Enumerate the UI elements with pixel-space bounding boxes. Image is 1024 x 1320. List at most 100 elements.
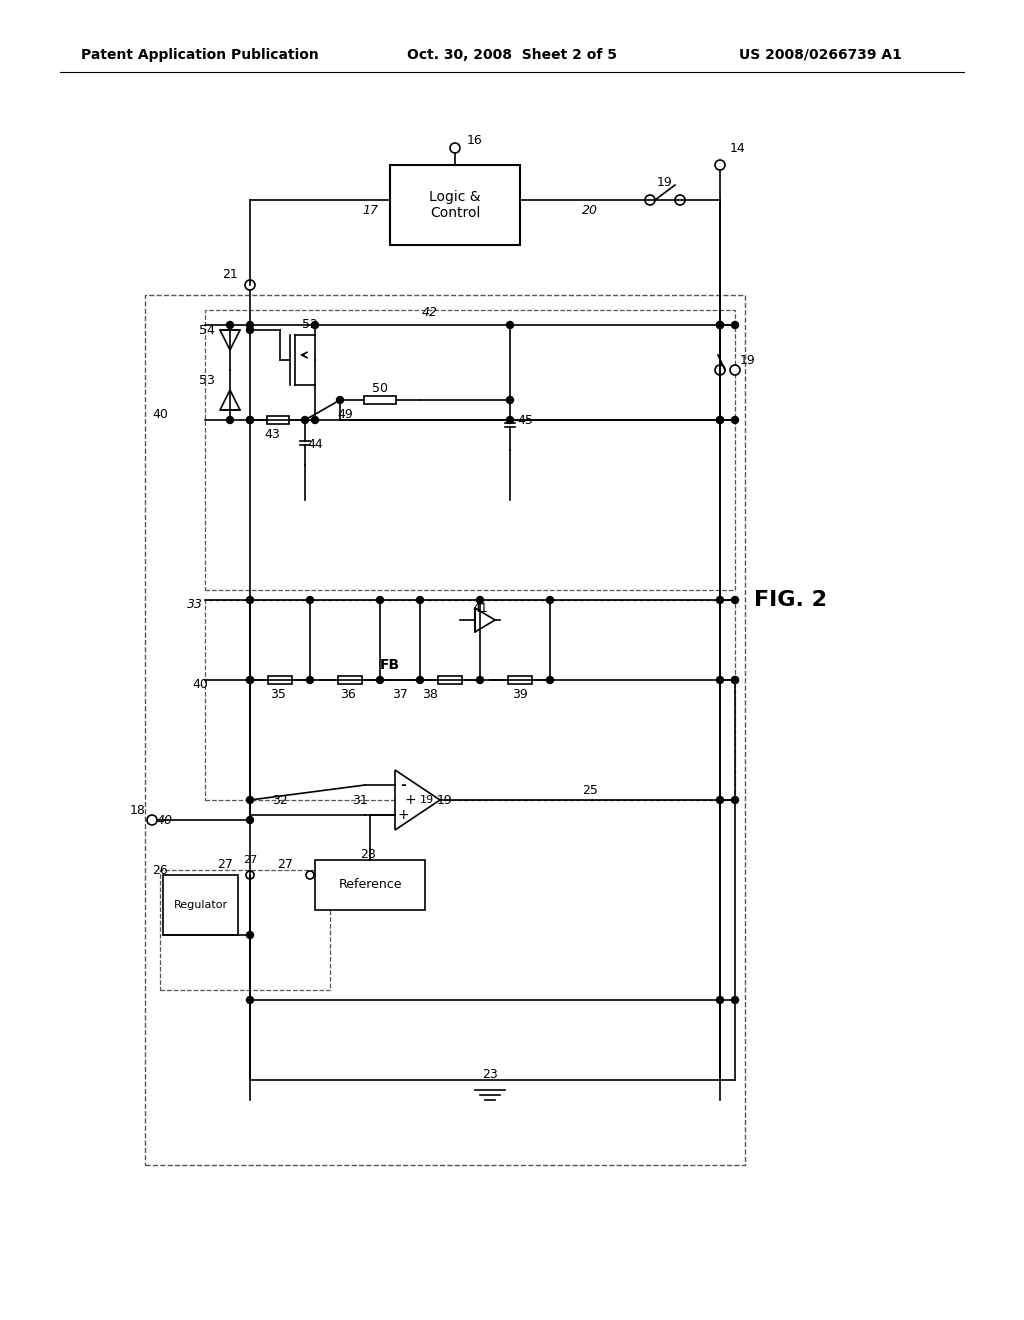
Circle shape bbox=[306, 597, 313, 603]
Text: 33: 33 bbox=[187, 598, 203, 611]
Polygon shape bbox=[220, 389, 240, 411]
Circle shape bbox=[731, 322, 738, 329]
Circle shape bbox=[247, 817, 254, 824]
Text: US 2008/0266739 A1: US 2008/0266739 A1 bbox=[738, 48, 901, 62]
Circle shape bbox=[715, 366, 725, 375]
Text: Patent Application Publication: Patent Application Publication bbox=[81, 48, 318, 62]
Bar bbox=[390, 165, 520, 246]
Circle shape bbox=[245, 280, 255, 290]
Circle shape bbox=[247, 932, 254, 939]
Circle shape bbox=[507, 396, 513, 404]
Circle shape bbox=[377, 597, 384, 603]
Text: 40: 40 bbox=[157, 813, 173, 826]
Text: 35: 35 bbox=[270, 688, 286, 701]
Text: 16: 16 bbox=[467, 133, 483, 147]
Circle shape bbox=[731, 417, 738, 424]
Circle shape bbox=[247, 417, 254, 424]
Circle shape bbox=[247, 796, 254, 804]
Circle shape bbox=[717, 417, 724, 424]
Text: 38: 38 bbox=[422, 688, 438, 701]
Text: 42: 42 bbox=[422, 305, 438, 318]
Circle shape bbox=[247, 326, 254, 334]
Text: 19: 19 bbox=[437, 793, 453, 807]
Circle shape bbox=[717, 322, 724, 329]
Text: 20: 20 bbox=[582, 203, 598, 216]
Text: 27: 27 bbox=[243, 855, 257, 865]
Circle shape bbox=[306, 676, 313, 684]
Text: 44: 44 bbox=[307, 438, 323, 451]
Bar bbox=[205, 601, 735, 800]
Text: 41: 41 bbox=[472, 602, 487, 615]
Text: 43: 43 bbox=[264, 429, 280, 441]
Text: 31: 31 bbox=[352, 793, 368, 807]
Text: +: + bbox=[397, 808, 409, 822]
Circle shape bbox=[147, 814, 157, 825]
Bar bbox=[268, 676, 292, 684]
Circle shape bbox=[246, 871, 254, 879]
Circle shape bbox=[311, 322, 318, 329]
Circle shape bbox=[731, 676, 738, 684]
Text: 40: 40 bbox=[193, 678, 208, 692]
Circle shape bbox=[247, 597, 254, 603]
Text: 54: 54 bbox=[199, 323, 215, 337]
Circle shape bbox=[717, 997, 724, 1003]
Text: 27: 27 bbox=[217, 858, 232, 871]
Circle shape bbox=[730, 366, 740, 375]
Text: 19: 19 bbox=[420, 795, 434, 805]
Circle shape bbox=[731, 597, 738, 603]
Text: Reference: Reference bbox=[338, 879, 401, 891]
Bar bbox=[364, 396, 396, 404]
Bar bbox=[145, 294, 745, 1166]
Circle shape bbox=[247, 676, 254, 684]
Text: 26: 26 bbox=[153, 863, 168, 876]
Polygon shape bbox=[220, 330, 240, 350]
Polygon shape bbox=[395, 770, 440, 830]
Circle shape bbox=[717, 322, 724, 329]
Circle shape bbox=[306, 871, 314, 879]
Circle shape bbox=[247, 676, 254, 684]
Text: 39: 39 bbox=[512, 688, 528, 701]
Bar bbox=[338, 676, 362, 684]
Text: 49: 49 bbox=[337, 408, 353, 421]
Circle shape bbox=[675, 195, 685, 205]
Text: 37: 37 bbox=[392, 688, 408, 701]
Text: 53: 53 bbox=[199, 374, 215, 387]
Circle shape bbox=[337, 396, 343, 404]
Circle shape bbox=[417, 676, 424, 684]
Text: -: - bbox=[400, 777, 406, 792]
Text: 28: 28 bbox=[360, 849, 376, 862]
Text: 25: 25 bbox=[582, 784, 598, 796]
Circle shape bbox=[247, 997, 254, 1003]
Text: 19: 19 bbox=[657, 177, 673, 190]
Text: Logic &
Control: Logic & Control bbox=[429, 190, 480, 220]
Text: 18: 18 bbox=[130, 804, 146, 817]
Text: Regulator: Regulator bbox=[173, 900, 227, 909]
Circle shape bbox=[247, 322, 254, 329]
Text: 14: 14 bbox=[730, 141, 745, 154]
Circle shape bbox=[450, 143, 460, 153]
Circle shape bbox=[417, 597, 424, 603]
Circle shape bbox=[301, 417, 308, 424]
Circle shape bbox=[507, 322, 513, 329]
Text: 17: 17 bbox=[362, 203, 378, 216]
Polygon shape bbox=[475, 609, 495, 632]
Bar bbox=[163, 875, 238, 935]
Text: +: + bbox=[404, 793, 416, 807]
Text: 40: 40 bbox=[152, 408, 168, 421]
Text: 32: 32 bbox=[272, 793, 288, 807]
Circle shape bbox=[717, 417, 724, 424]
Text: Oct. 30, 2008  Sheet 2 of 5: Oct. 30, 2008 Sheet 2 of 5 bbox=[407, 48, 617, 62]
Text: FB: FB bbox=[380, 657, 400, 672]
Text: 27: 27 bbox=[278, 858, 293, 871]
Text: 23: 23 bbox=[482, 1068, 498, 1081]
Circle shape bbox=[645, 195, 655, 205]
Text: 52: 52 bbox=[302, 318, 317, 331]
Circle shape bbox=[547, 676, 554, 684]
Bar bbox=[205, 310, 735, 590]
Circle shape bbox=[226, 417, 233, 424]
Bar bbox=[438, 676, 462, 684]
Circle shape bbox=[717, 597, 724, 603]
Circle shape bbox=[377, 676, 384, 684]
Bar bbox=[160, 870, 330, 990]
Circle shape bbox=[715, 160, 725, 170]
